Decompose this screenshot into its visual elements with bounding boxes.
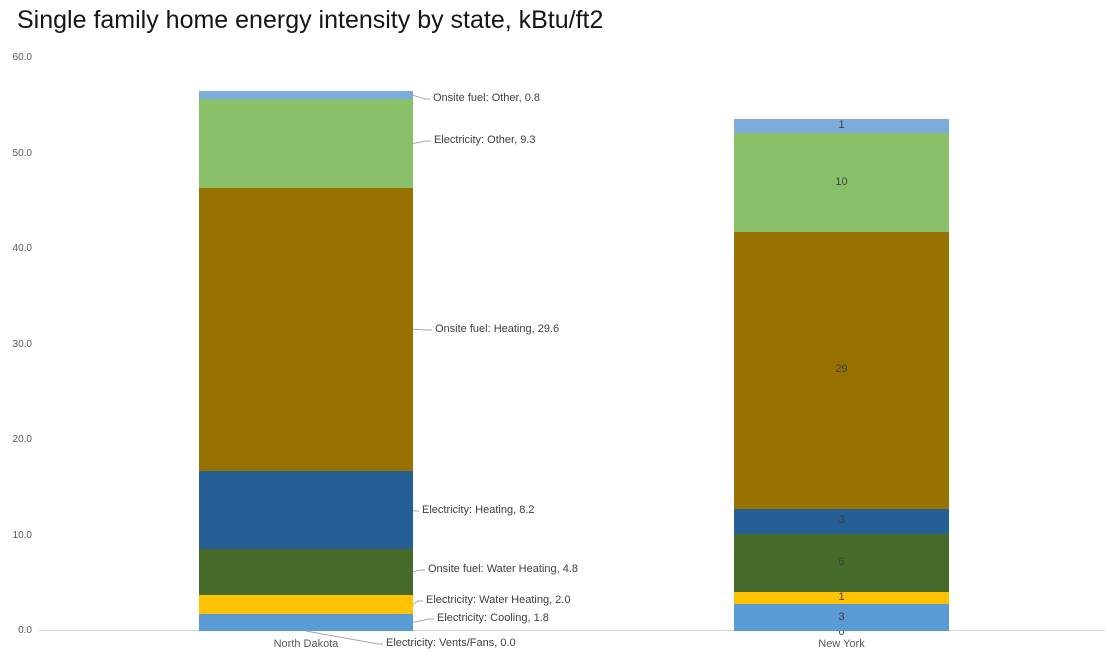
data-label-electricity-water-heating: 1 bbox=[838, 591, 845, 604]
callout-label-onsite-fuel-water-heating: Onsite fuel: Water Heating, 4.8 bbox=[428, 563, 578, 575]
chart-title: Single family home energy intensity by s… bbox=[17, 6, 604, 34]
data-label-onsite-fuel-other: 1 bbox=[838, 119, 845, 132]
data-label-electricity-other: 10 bbox=[835, 175, 848, 188]
bar-segment-onsite-fuel-heating-new-york bbox=[734, 231, 949, 509]
callout-label-onsite-fuel-other: Onsite fuel: Other, 0.8 bbox=[433, 92, 541, 104]
callout-label-electricity-heating: Electricity: Heating, 8.2 bbox=[422, 504, 535, 516]
leader-line-onsite-fuel-water-heating bbox=[412, 569, 425, 573]
callout-label-electricity-water-heating: Electricity: Water Heating, 2.0 bbox=[426, 594, 571, 606]
data-label-electricity-cooling: 3 bbox=[838, 610, 845, 623]
callout-label-onsite-fuel-heating: Onsite fuel: Heating, 29.6 bbox=[435, 323, 560, 335]
bar-segment-electricity-cooling-new-york bbox=[734, 604, 949, 631]
callout-label-electricity-cooling: Electricity: Cooling, 1.8 bbox=[437, 612, 549, 624]
leader-line-electricity-water-heating bbox=[412, 600, 423, 605]
y-axis-tick-label: 0.0 bbox=[18, 625, 32, 636]
y-axis-tick-label: 20.0 bbox=[12, 434, 32, 445]
bar-segment-onsite-fuel-other-north-dakota bbox=[199, 91, 413, 100]
y-axis-tick-label: 60.0 bbox=[12, 52, 32, 63]
bar-segment-onsite-fuel-water-heating-north-dakota bbox=[199, 548, 413, 595]
x-axis-category-label: New York bbox=[818, 638, 865, 650]
bar-segment-onsite-fuel-heating-north-dakota bbox=[199, 187, 413, 471]
leader-line-electricity-other bbox=[412, 140, 431, 144]
data-label-electricity-vents-fans: 0 bbox=[838, 626, 845, 638]
data-label-electricity-heating: 3 bbox=[838, 514, 845, 527]
bar-segment-electricity-heating-north-dakota bbox=[199, 470, 413, 549]
bar-segment-electricity-water-heating-new-york bbox=[734, 591, 949, 605]
bar-segment-electricity-other-new-york bbox=[734, 133, 949, 232]
bar-segment-electricity-cooling-north-dakota bbox=[199, 613, 413, 631]
leader-line-onsite-fuel-heating bbox=[412, 328, 432, 331]
bar-segment-electricity-other-north-dakota bbox=[199, 99, 413, 188]
bar-segment-electricity-water-heating-north-dakota bbox=[199, 594, 413, 614]
y-axis-tick-label: 50.0 bbox=[12, 147, 32, 159]
data-label-onsite-fuel-heating: 29 bbox=[835, 363, 848, 376]
y-axis-tick-label: 10.0 bbox=[12, 529, 32, 541]
leader-line-onsite-fuel-other bbox=[412, 94, 430, 100]
y-axis-tick-label: 30.0 bbox=[12, 338, 32, 350]
bar-segment-onsite-fuel-other-new-york bbox=[734, 119, 949, 134]
x-axis-category-label: North Dakota bbox=[273, 638, 339, 650]
y-axis-tick-label: 40.0 bbox=[12, 243, 32, 254]
callout-label-electricity-other: Electricity: Other, 9.3 bbox=[434, 134, 536, 146]
bar-segment-onsite-fuel-water-heating-new-york bbox=[734, 533, 949, 592]
callout-label-electricity-vents-fans: Electricity: Vents/Fans, 0.0 bbox=[386, 637, 516, 649]
data-label-onsite-fuel-water-heating: 6 bbox=[838, 555, 845, 568]
leader-line-electricity-cooling bbox=[412, 618, 434, 623]
leader-line-electricity-heating bbox=[412, 509, 419, 512]
bar-segment-electricity-heating-new-york bbox=[734, 508, 949, 534]
x-axis-line bbox=[39, 630, 1105, 631]
